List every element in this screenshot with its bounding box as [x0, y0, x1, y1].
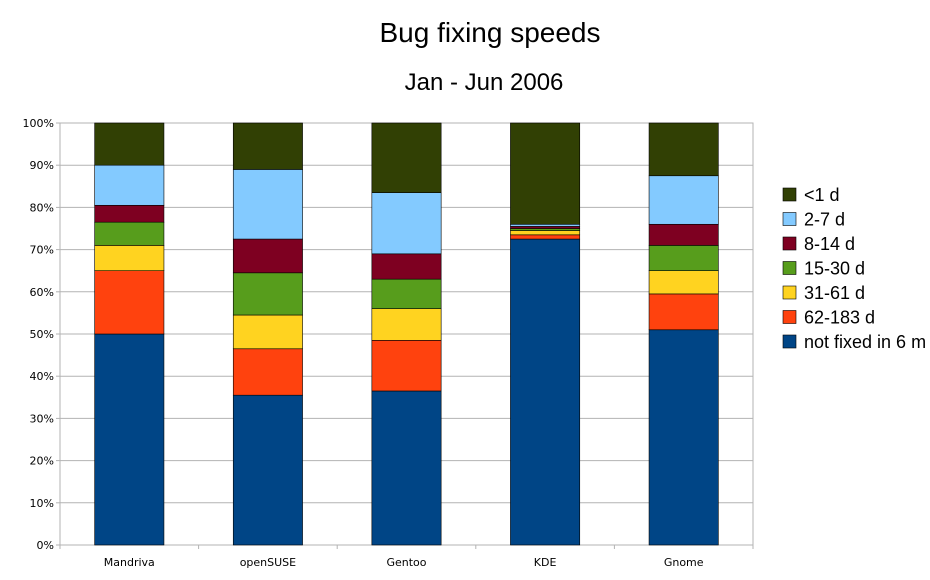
bar-segment: [510, 226, 581, 229]
bar-segment: [94, 333, 165, 546]
bar-segment: [94, 164, 165, 206]
y-tick-label: 30%: [30, 412, 54, 425]
y-tick-label: 60%: [30, 286, 54, 299]
y-tick-label: 100%: [23, 117, 54, 130]
y-tick-label: 50%: [30, 328, 54, 341]
bar-segment: [371, 340, 442, 392]
x-tick-label: Mandriva: [104, 556, 155, 569]
bar-segment: [648, 175, 719, 225]
legend-swatch: [782, 187, 797, 202]
legend-swatch: [782, 285, 797, 300]
bar-segment: [371, 308, 442, 341]
bar-segment: [510, 122, 581, 225]
bar-segment: [232, 122, 303, 170]
bar-segment: [371, 390, 442, 546]
x-tick-label: openSUSE: [240, 556, 296, 569]
legend: <1 d 2-7 d 8-14 d 15-30 d 31-61 d 62-183 d not…: [782, 185, 926, 352]
bar-segment: [371, 278, 442, 309]
bar-segment: [94, 270, 165, 335]
bar-segment: [232, 348, 303, 396]
legend-swatch: [782, 236, 797, 251]
x-tick-label: KDE: [534, 556, 557, 569]
y-tick-label: 80%: [30, 201, 54, 214]
bar-segment: [371, 253, 442, 280]
bar-segment: [371, 122, 442, 193]
bar-segment: [94, 122, 165, 166]
x-tick-label: Gentoo: [386, 556, 426, 569]
bar-segment: [648, 293, 719, 331]
bar-segment: [510, 234, 581, 240]
bar-segment: [510, 228, 581, 231]
chart-title: Bug fixing speeds: [379, 17, 600, 48]
bar-segment: [232, 394, 303, 546]
plot-area: 0% 10% 20% 30% 40% 50% 60% 70% 80% 90% 100% Mandriv…: [23, 117, 754, 569]
legend-label: 62-183 d: [804, 308, 875, 328]
legend-swatch: [782, 261, 797, 275]
legend-label: <1 d: [804, 185, 840, 205]
bar-segment: [510, 230, 581, 236]
legend-swatch: [782, 212, 797, 226]
bar-segment: [648, 245, 719, 272]
bar-segment: [232, 272, 303, 316]
x-tick-label: Gnome: [664, 556, 704, 569]
bar-segment: [648, 329, 719, 546]
bar-segment: [648, 223, 719, 246]
bar-segment: [371, 192, 442, 255]
y-tick-label: 70%: [30, 244, 54, 257]
bar-segment: [94, 204, 165, 223]
bar-segment: [232, 169, 303, 240]
legend-label: not fixed in 6 m: [804, 332, 926, 352]
bar-segment: [648, 122, 719, 177]
bar-segment: [94, 245, 165, 272]
y-tick-label: 90%: [30, 159, 54, 172]
legend-label: 2-7 d: [804, 210, 845, 230]
bar-segment: [510, 238, 581, 546]
y-tick-label: 40%: [30, 370, 54, 383]
y-tick-label: 20%: [30, 455, 54, 468]
chart-subtitle: Jan - Jun 2006: [405, 69, 564, 96]
bar-segment: [510, 223, 581, 227]
bar-segment: [232, 314, 303, 350]
legend-label: 8-14 d: [804, 234, 855, 254]
bar-segment: [232, 238, 303, 274]
legend-label: 15-30 d: [804, 259, 865, 279]
legend-swatch: [782, 334, 797, 349]
y-tick-label: 0%: [37, 539, 54, 552]
bar-segment: [648, 270, 719, 295]
legend-swatch: [782, 310, 797, 324]
bar-segment: [94, 221, 165, 246]
y-tick-label: 10%: [30, 497, 54, 510]
legend-label: 31-61 d: [804, 283, 865, 303]
